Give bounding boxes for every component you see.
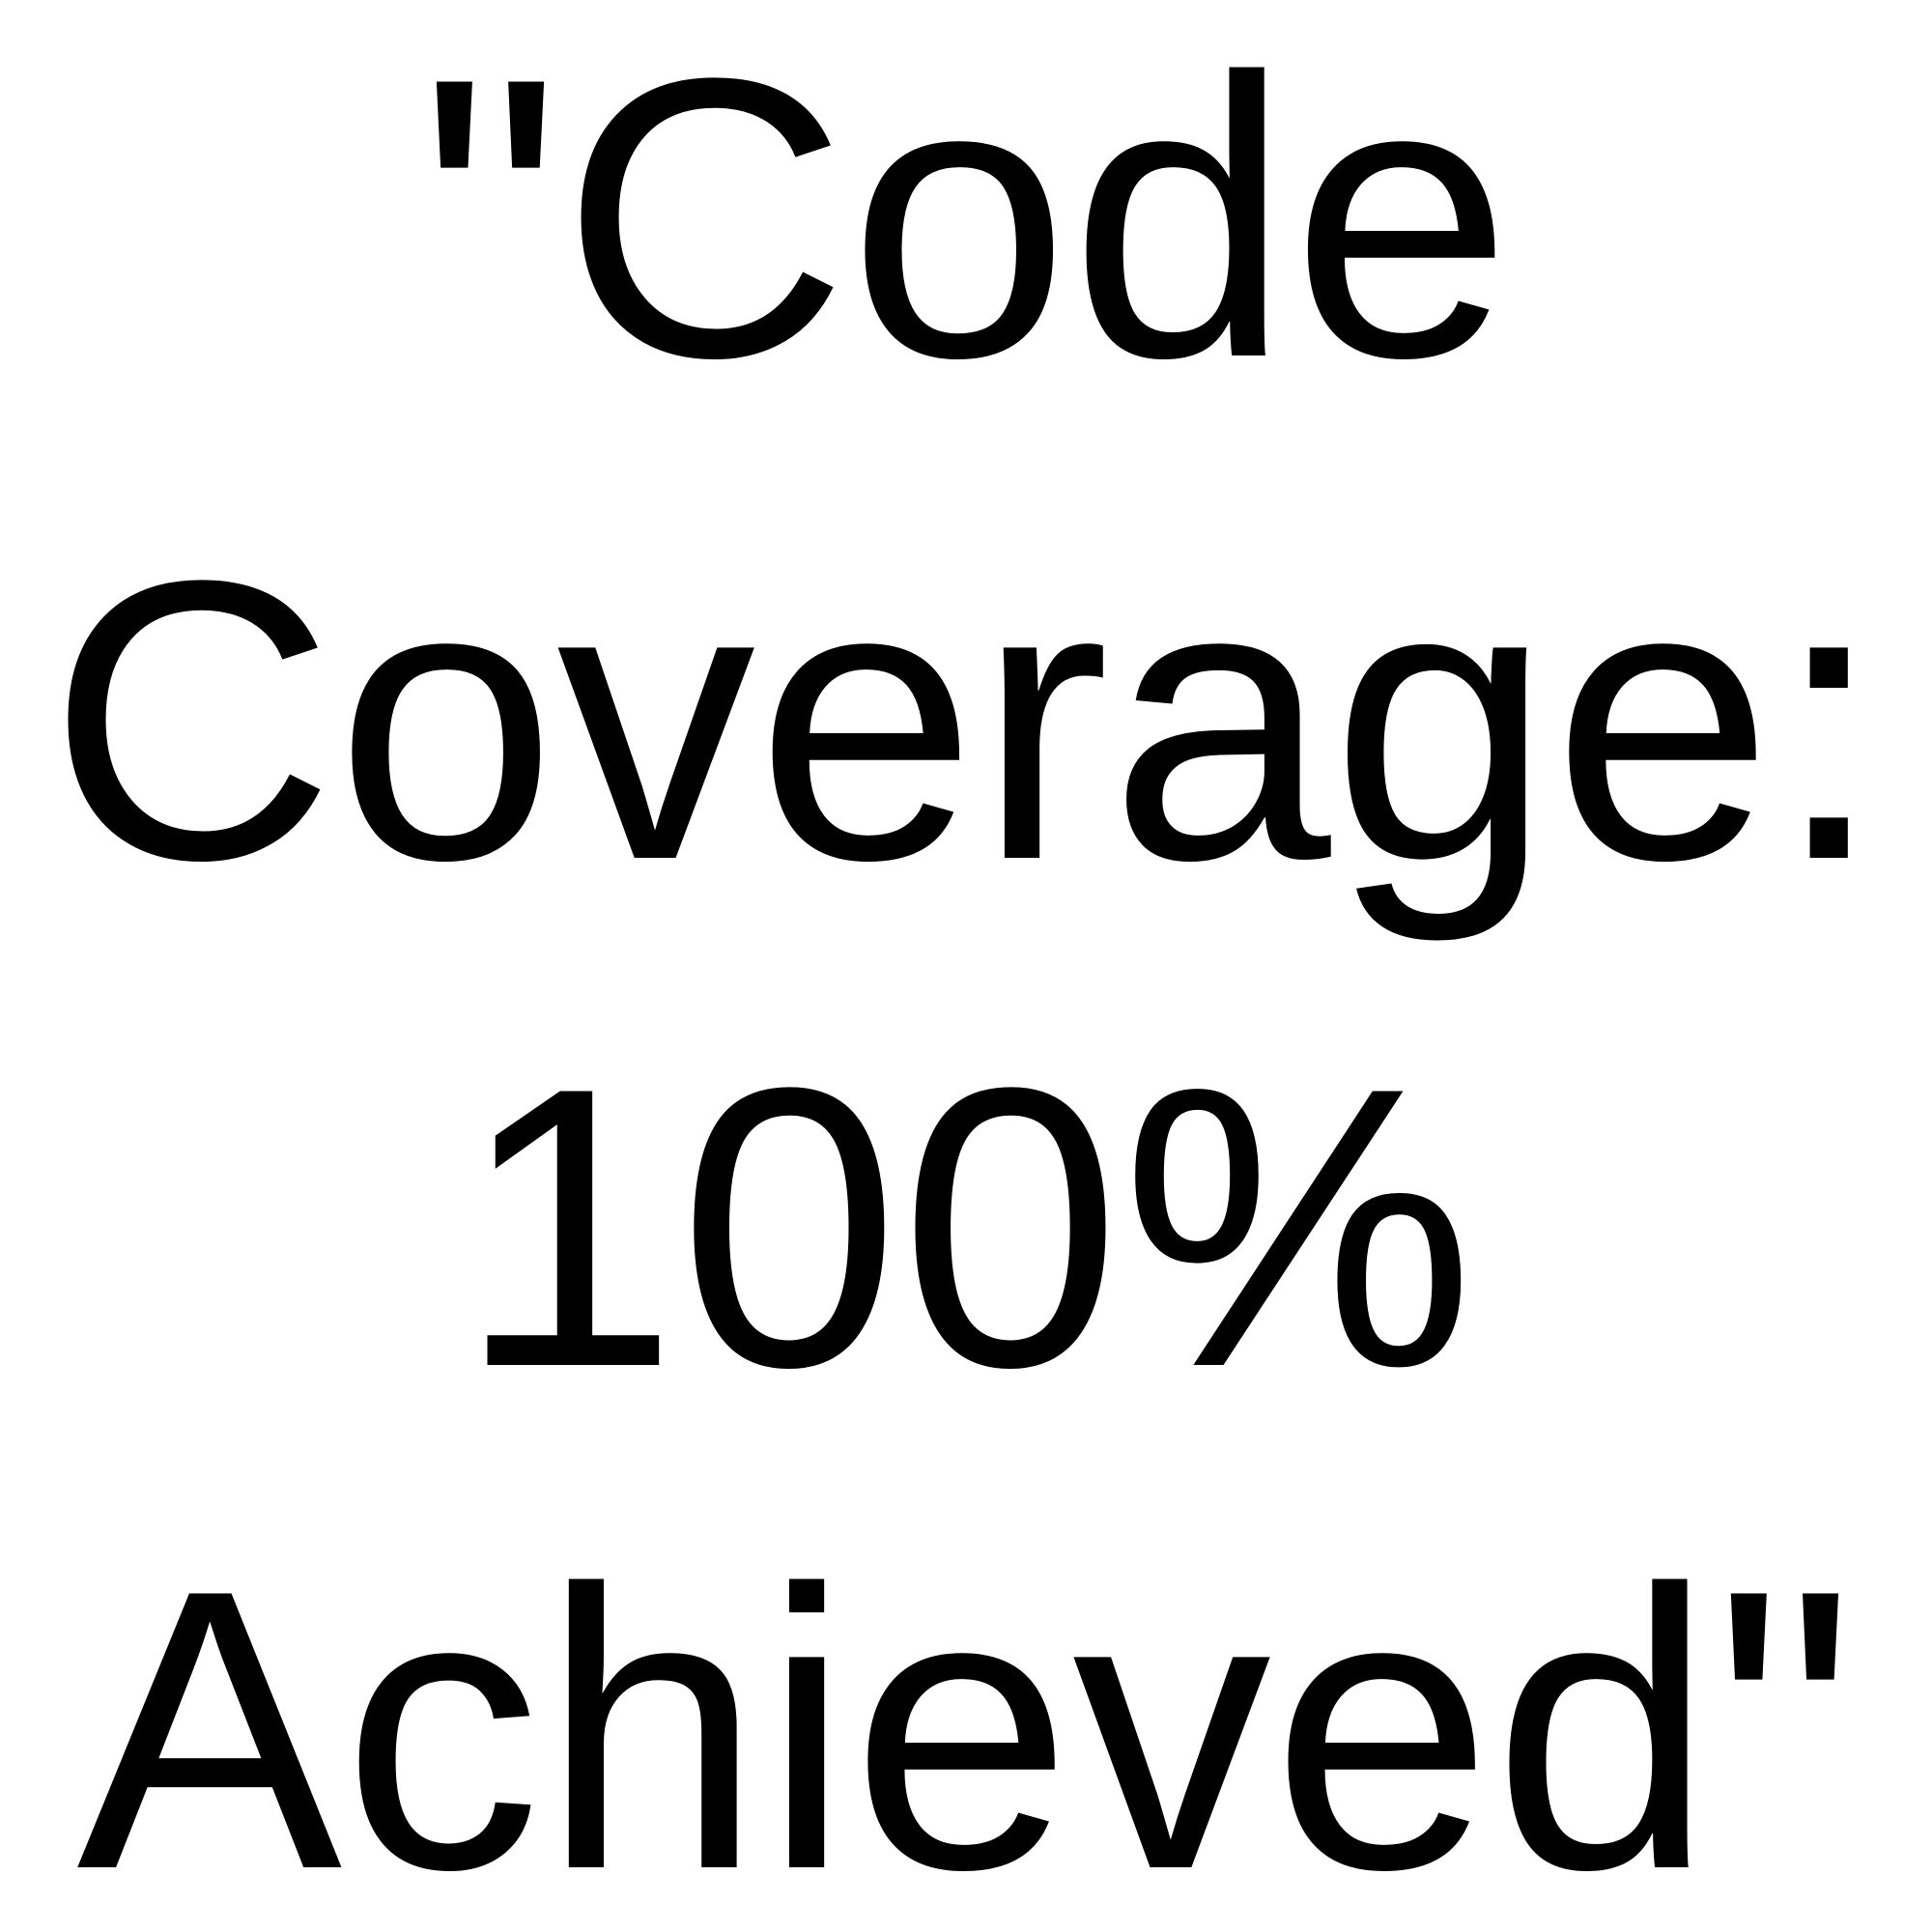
text-line-4: Achieved" — [76, 1508, 1856, 1932]
text-line-3: 100% — [457, 1006, 1475, 1450]
text-line-1: "Code — [419, 0, 1513, 440]
text-line-2: Coverage: — [47, 498, 1885, 943]
